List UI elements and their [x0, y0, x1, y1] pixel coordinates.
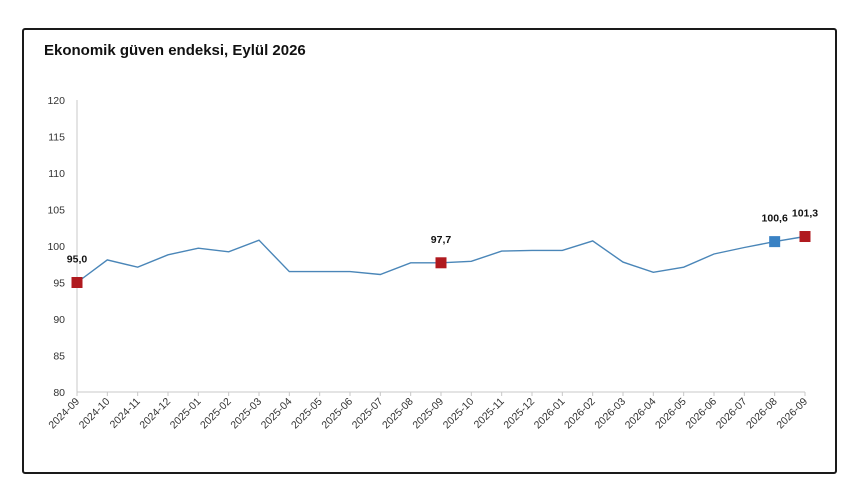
data-label: 101,3 [792, 208, 818, 220]
x-tick-label: 2025-01 [168, 396, 204, 432]
data-point-marker [71, 277, 83, 288]
chart-title: Ekonomik güven endeksi, Eylül 2026 [44, 42, 306, 59]
x-tick-label: 2025-09 [410, 396, 446, 432]
x-tick-label: 2025-12 [501, 396, 537, 432]
data-point-marker [435, 257, 447, 269]
x-tick-label: 2024-11 [108, 396, 143, 431]
y-tick-label: 95 [53, 278, 65, 290]
x-tick-label: 2025-02 [198, 396, 234, 432]
data-point-marker [769, 236, 781, 248]
x-tick-label: 2025-10 [441, 396, 477, 432]
x-tick-label: 2025-08 [380, 396, 416, 432]
x-tick-label: 2026-04 [623, 396, 659, 432]
data-label: 100,6 [762, 213, 788, 225]
x-tick-label: 2025-06 [319, 396, 355, 432]
y-tick-label: 115 [48, 132, 65, 144]
y-tick-label: 85 [53, 351, 65, 363]
x-tick-label: 2026-09 [774, 396, 810, 432]
x-tick-label: 2025-07 [350, 396, 386, 432]
x-tick-label: 2026-08 [744, 396, 780, 432]
y-tick-label: 100 [47, 241, 65, 253]
y-tick-label: 80 [53, 387, 65, 399]
data-label: 97,7 [431, 234, 452, 246]
x-tick-label: 2026-03 [592, 396, 628, 432]
y-tick-label: 90 [53, 314, 65, 326]
data-point-marker [799, 231, 811, 243]
x-tick-label: 2025-03 [228, 396, 264, 432]
x-tick-label: 2026-02 [562, 396, 598, 432]
data-label: 95,0 [67, 254, 88, 266]
x-tick-label: 2024-12 [137, 396, 173, 432]
y-tick-label: 110 [48, 168, 65, 180]
x-tick-label: 2026-06 [683, 396, 719, 432]
line-chart: 808590951001051101151202024-092024-10202… [46, 95, 818, 432]
x-tick-label: 2026-01 [532, 396, 568, 432]
x-tick-label: 2025-04 [259, 396, 295, 432]
x-tick-label: 2026-05 [653, 396, 689, 432]
chart-frame: Ekonomik güven endeksi, Eylül 2026 80 85 9… [22, 28, 837, 474]
x-tick-label: 2026-07 [714, 396, 750, 432]
x-tick-label: 2024-10 [77, 396, 113, 432]
x-tick-label: 2024-09 [46, 396, 82, 432]
y-tick-label: 120 [47, 95, 65, 107]
x-tick-label: 2025-05 [289, 396, 325, 432]
y-tick-label: 105 [47, 205, 65, 217]
x-tick-label: 2025-11 [472, 396, 507, 431]
